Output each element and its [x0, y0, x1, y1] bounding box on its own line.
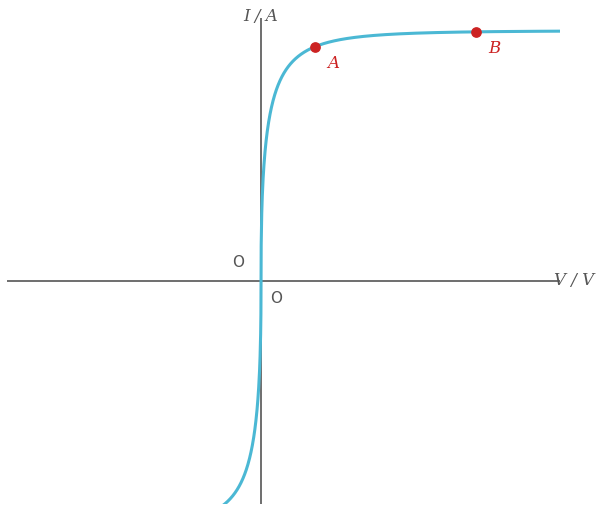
- Text: A: A: [327, 55, 339, 72]
- Text: I / A: I / A: [244, 9, 278, 26]
- Text: B: B: [488, 40, 500, 57]
- Text: O: O: [232, 255, 244, 270]
- Text: O: O: [270, 291, 282, 306]
- Point: [310, 42, 320, 51]
- Text: V / V: V / V: [554, 272, 594, 289]
- Point: [471, 28, 481, 36]
